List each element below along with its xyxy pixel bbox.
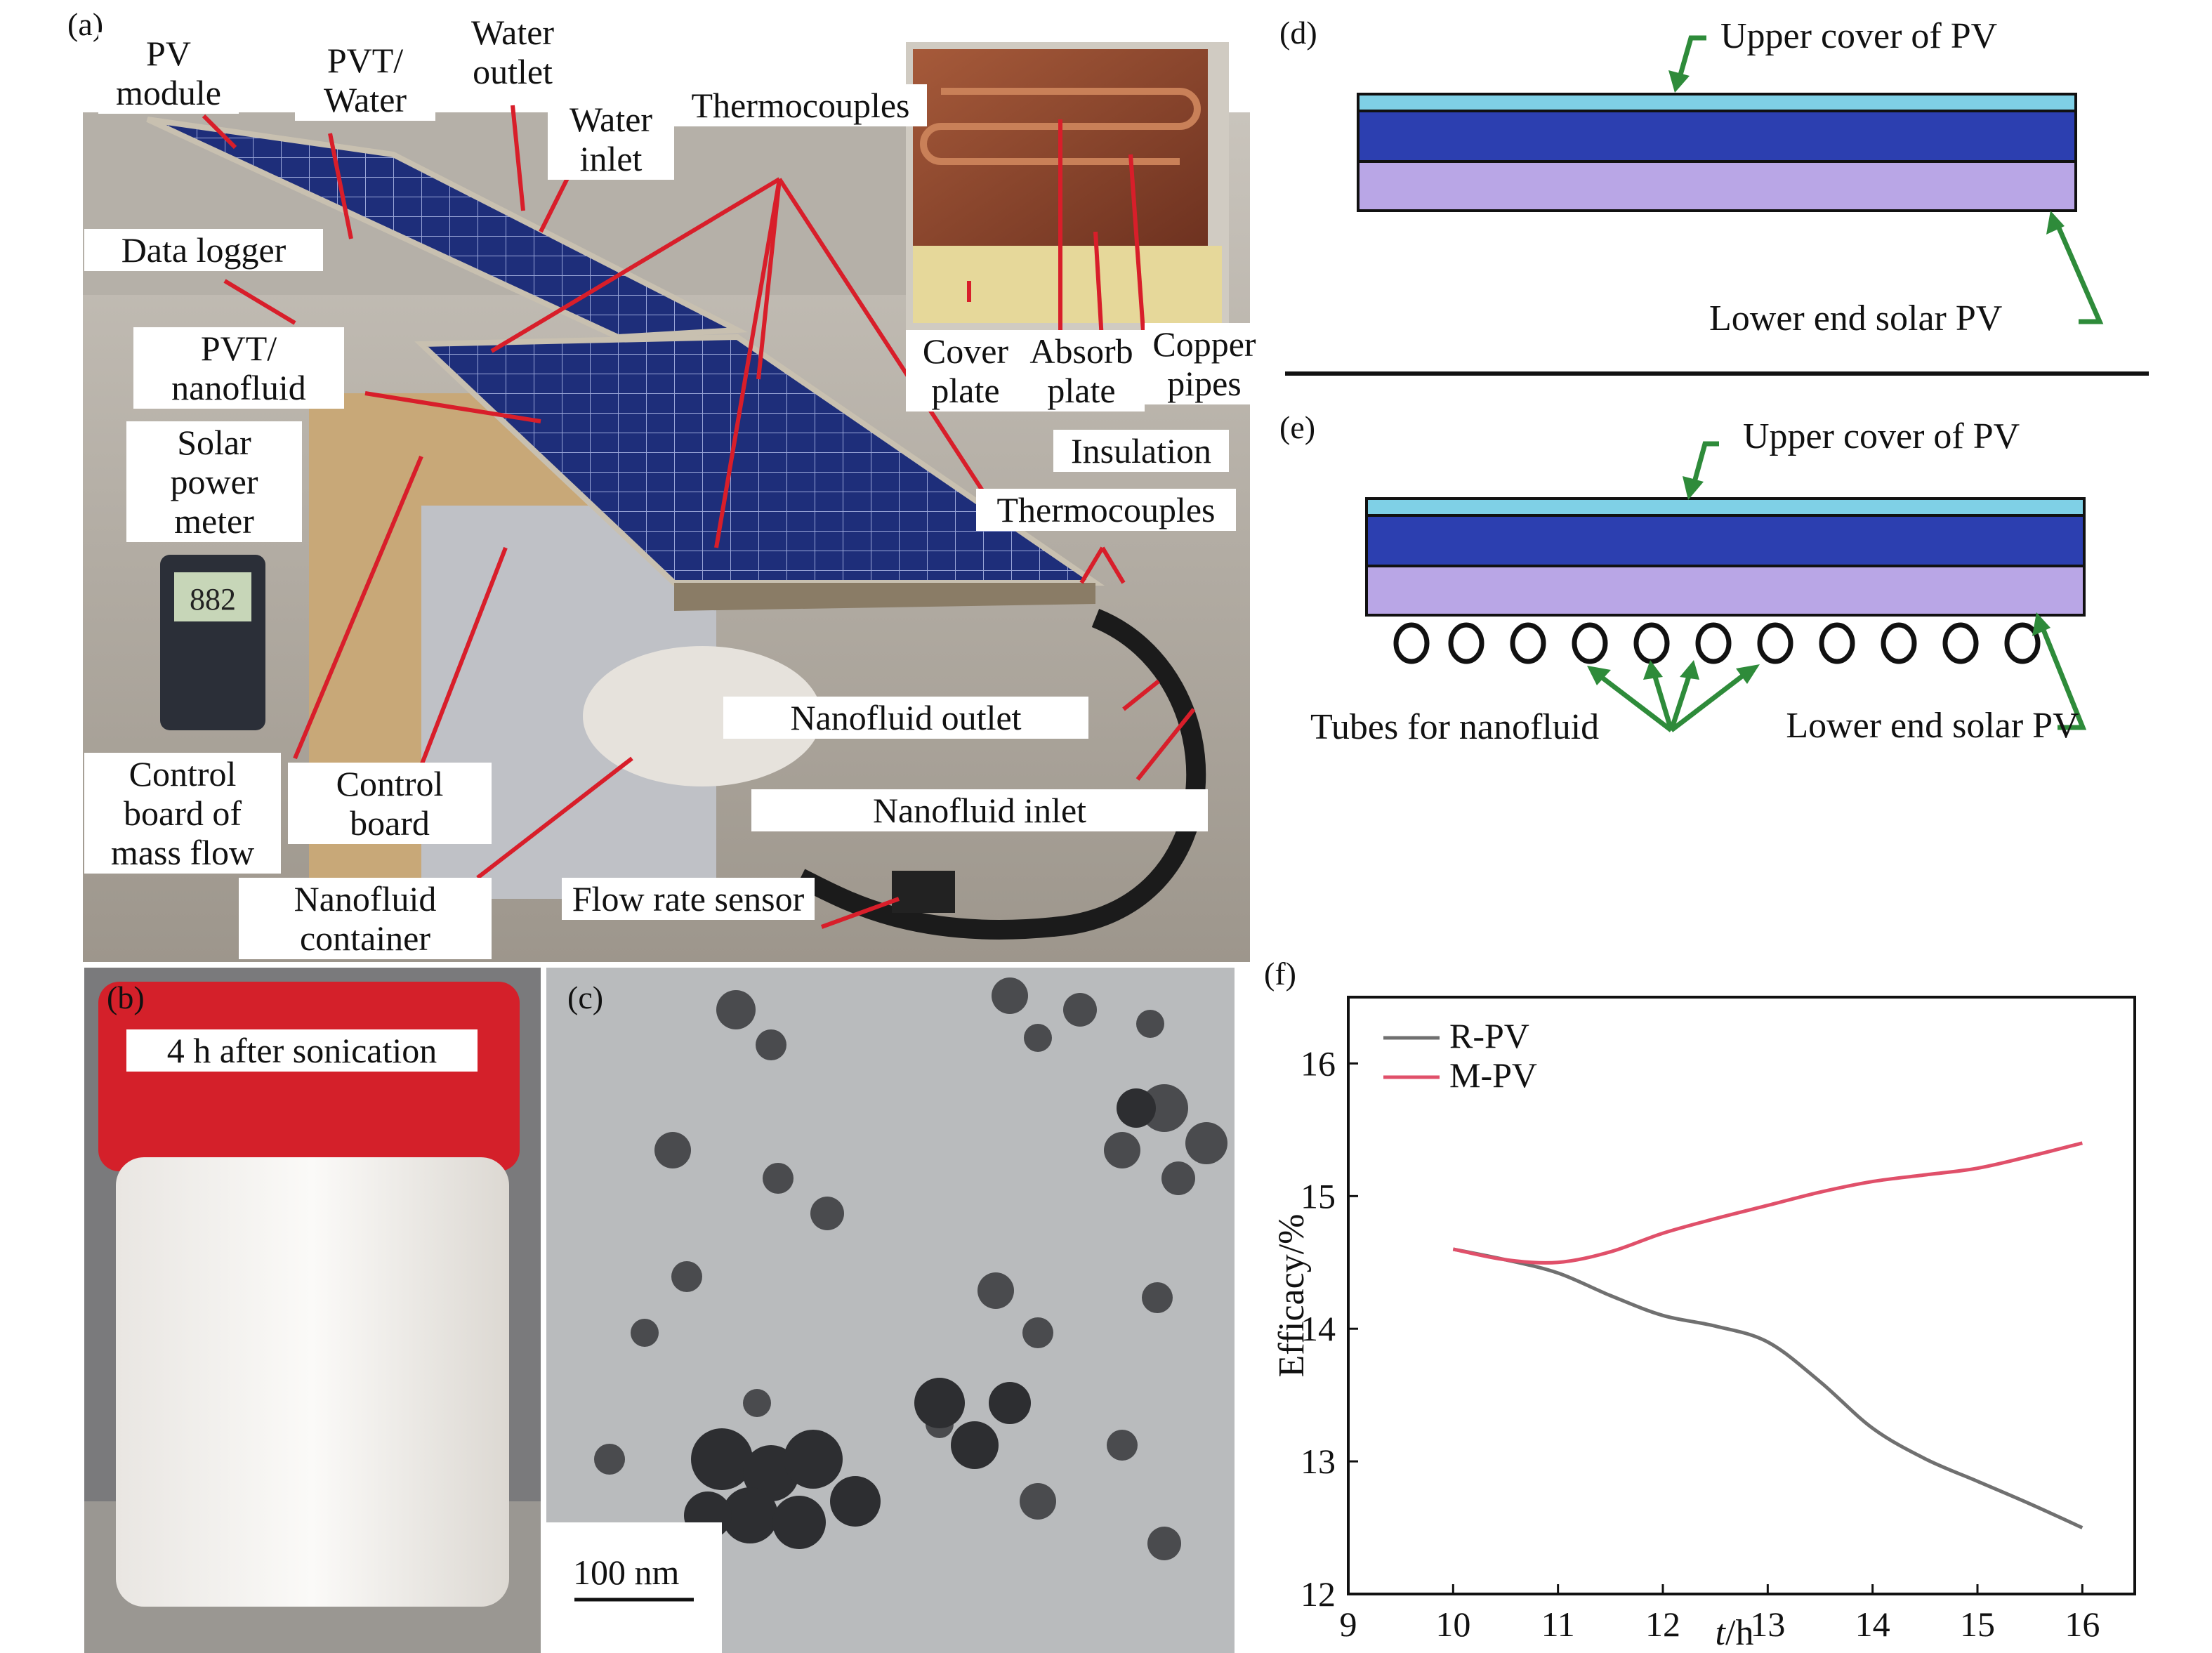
callout-nanofluid-inlet: Nanofluid inlet <box>751 789 1208 831</box>
panel-b: (b) 4 h after sonication <box>84 968 541 1653</box>
label-e-lower-end: Lower end solar PV <box>1786 706 2079 746</box>
callout-thermocouples-bottom: Thermocouples <box>976 489 1236 531</box>
sonication-caption: 4 h after sonication <box>126 1029 478 1072</box>
pv-upper-cover-layer <box>1357 93 2077 112</box>
panel-c-label: (c) <box>567 980 604 1015</box>
callout-flow-rate-sensor: Flow rate sensor <box>562 878 815 920</box>
x-tick-label: 10 <box>1435 1605 1470 1644</box>
meter-reading: 882 <box>190 582 236 617</box>
pvt-back-layer <box>1365 565 2086 617</box>
callout-nanofluid-container: Nanofluid container <box>239 878 492 959</box>
callout-absorb-plate: Absorb plate <box>1018 330 1145 411</box>
scale-bar-box <box>546 1522 722 1653</box>
panel-a-label: (a) <box>67 6 104 42</box>
efficacy-chart: 9 10 11 12 13 14 15 16 12 13 14 15 16 R-PVM-PV Effi… <box>1272 996 2136 1653</box>
series-line-m-pv <box>1452 1141 2083 1265</box>
panel-d: (d) Upper cover of PV Lower end solar PV <box>1250 0 2212 379</box>
callout-pvt-water: PVT/ Water <box>295 39 435 121</box>
bottle-body <box>116 1157 509 1607</box>
label-d-lower-end: Lower end solar PV <box>1709 298 2003 338</box>
callout-water-outlet: Water outlet <box>449 11 576 93</box>
y-tick-label: 12 <box>1301 1574 1336 1614</box>
x-tick-label: 11 <box>1541 1605 1575 1644</box>
meter-display <box>174 572 251 621</box>
bottle-cap <box>98 982 520 1171</box>
pvt-cell-layer <box>1365 514 2086 567</box>
x-tick-label: 16 <box>2065 1605 2100 1644</box>
x-tick-label: 9 <box>1340 1605 1357 1644</box>
label-d-upper-cover: Upper cover of PV <box>1720 16 1998 56</box>
scale-bar-label: 100 nm <box>573 1553 680 1592</box>
series-line-r-pv <box>1452 1247 2083 1529</box>
tem-micrograph <box>546 968 1235 1653</box>
x-tick-label: 13 <box>1750 1605 1785 1644</box>
flow-rate-sensor-device <box>892 871 955 913</box>
panel-b-label: (b) <box>107 980 145 1015</box>
callout-thermocouples-top: Thermocouples <box>674 84 927 126</box>
plot-frame <box>1347 996 2136 1595</box>
panel-e-label: (e) <box>1279 409 1316 445</box>
x-axis-label: t/h <box>1716 1613 1754 1653</box>
legend: R-PVM-PV <box>1383 1016 1537 1095</box>
callout-solar-power-meter: Solar power meter <box>126 421 302 542</box>
callout-control-board-mass-flow: Control board of mass flow <box>84 753 281 874</box>
panel-a: 882 (a) PV module PV <box>0 0 1264 962</box>
callout-pvt-nanofluid: PVT/ nanofluid <box>133 327 344 409</box>
x-tick-label: 12 <box>1645 1605 1680 1644</box>
y-tick-label: 14 <box>1301 1309 1336 1348</box>
x-axis-unit: /h <box>1725 1613 1753 1653</box>
x-ticks: 9 10 11 12 13 14 15 16 <box>1340 1584 2100 1644</box>
insulation-layer <box>913 246 1222 323</box>
nanofluid-hose <box>796 609 1206 940</box>
x-tick-label: 14 <box>1855 1605 1890 1644</box>
callout-water-inlet: Water inlet <box>548 98 674 180</box>
pv-schematic <box>1285 35 2149 376</box>
pv-panel-frame-edge <box>674 583 1095 611</box>
nanofluid-bottle-photo <box>84 968 541 1653</box>
callout-pv-module: PV module <box>98 32 239 114</box>
callout-insulation: Insulation <box>1053 430 1229 472</box>
callout-control-board: Control board <box>288 763 492 844</box>
callout-nanofluid-outlet: Nanofluid outlet <box>723 697 1088 739</box>
setup-photo: 882 <box>83 42 1250 962</box>
y-tick-label: 16 <box>1301 1043 1336 1083</box>
pv-back-layer <box>1357 160 2077 212</box>
legend-label-m-pv: M-PV <box>1449 1055 1537 1095</box>
y-tick-label: 15 <box>1301 1176 1336 1216</box>
callout-data-logger: Data logger <box>84 229 323 271</box>
pvt-upper-cover-layer <box>1365 497 2086 517</box>
label-e-upper-cover: Upper cover of PV <box>1743 416 2020 456</box>
panel-e: (e) Upper cover of PV Tubes for nanoflui… <box>1250 393 2212 786</box>
callout-cover-plate: Cover plate <box>906 330 1025 411</box>
panel-c: (c) 100 nm <box>546 968 1235 1653</box>
pvt-nanofluid-schematic <box>1365 441 2087 732</box>
y-ticks: 12 13 14 15 16 <box>1301 1043 1358 1614</box>
panel-f: (f) 9 10 11 12 13 14 15 16 12 13 14 15 16 R-PV M-PV … <box>1250 955 2212 1653</box>
x-tick-label: 15 <box>1960 1605 1995 1644</box>
label-e-tubes: Tubes for nanofluid <box>1310 707 1600 747</box>
series-lines <box>1452 1141 2083 1529</box>
y-axis-label: Efficacy/% <box>1272 1214 1312 1378</box>
callout-copper-pipes: Copper pipes <box>1145 323 1264 404</box>
legend-label-r-pv: R-PV <box>1449 1016 1529 1055</box>
pv-panel-upper <box>146 117 748 341</box>
panel-d-label: (d) <box>1279 15 1317 51</box>
nanofluid-tubes <box>1393 622 2041 664</box>
pv-cell-layer <box>1357 110 2077 163</box>
panel-f-label: (f) <box>1264 956 1296 992</box>
nanofluid-container-lid <box>583 646 822 786</box>
y-tick-label: 13 <box>1301 1442 1336 1481</box>
x-axis-variable: t <box>1716 1613 1727 1653</box>
red-arrows <box>202 105 1196 929</box>
